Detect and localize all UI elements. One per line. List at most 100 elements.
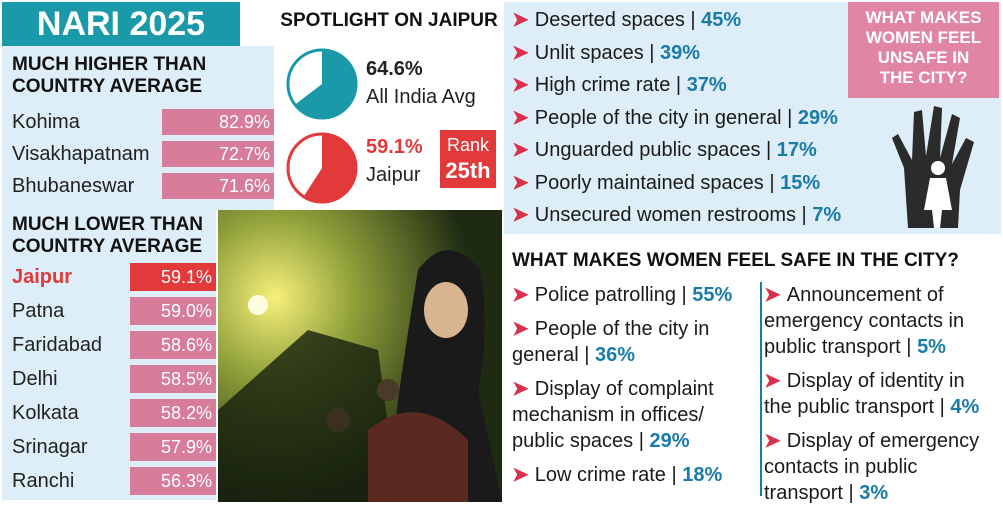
city-name: Visakhapatnam	[12, 143, 150, 165]
unsafe-reason-item: ➤ Deserted spaces | 45%	[512, 6, 741, 34]
all-india-pie-slice	[295, 50, 356, 118]
safe-item-pct: 55%	[692, 284, 733, 306]
city-value-bar: 57.9%	[130, 433, 216, 461]
safe-panel	[504, 236, 1001, 500]
arrow-icon: ➤	[512, 9, 529, 31]
safe-item: ➤ Police patrolling | 55%	[512, 282, 756, 308]
city-row: Visakhapatnam 72.7%	[2, 138, 274, 170]
jaipur-pie-slice	[303, 134, 357, 202]
higher-than-average-panel: MUCH HIGHER THAN COUNTRY AVERAGE Kohima 8…	[2, 46, 274, 210]
safe-item-text: public spaces |	[512, 430, 644, 452]
column-divider	[760, 282, 762, 496]
all-india-pie	[286, 48, 358, 120]
unsafe-question-line3: UNSAFE IN	[877, 48, 970, 67]
safe-item-line: mechanism in offices/	[512, 402, 756, 428]
safe-item-text: Display of emergency	[786, 430, 980, 452]
higher-heading: MUCH HIGHER THAN COUNTRY AVERAGE	[12, 54, 206, 98]
city-row: Kolkata 58.2%	[2, 396, 216, 430]
safe-item: ➤ Display of identity in the public transp…	[764, 368, 1000, 420]
unsafe-reason-text: Unsecured women restrooms |	[534, 204, 807, 226]
city-name: Faridabad	[12, 334, 103, 356]
city-name: Jaipur	[12, 266, 73, 288]
unsafe-reason-item: ➤ Poorly maintained spaces | 15%	[512, 169, 820, 197]
unsafe-reason-item: ➤ People of the city in general | 29%	[512, 104, 838, 132]
safe-title: WHAT MAKES WOMEN FEEL SAFE IN THE CITY?	[512, 250, 959, 271]
lower-heading: MUCH LOWER THAN COUNTRY AVERAGE	[12, 214, 203, 258]
unsafe-reason-item: ➤ Unlit spaces | 39%	[512, 39, 700, 67]
city-value-bar: 82.9%	[162, 109, 274, 135]
unsafe-question-box: WHAT MAKES WOMEN FEEL UNSAFE IN THE CITY…	[848, 2, 999, 98]
city-value-bar: 58.6%	[130, 331, 216, 359]
unsafe-question-line4: THE CITY?	[879, 68, 968, 87]
lower-heading-line2: COUNTRY AVERAGE	[12, 236, 203, 257]
city-row: Srinagar 57.9%	[2, 430, 216, 464]
safe-item-line: public transport | 5%	[764, 334, 1000, 360]
city-row: Bhubaneswar 71.6%	[2, 170, 274, 202]
unsafe-reason-pct: 15%	[780, 171, 821, 194]
city-row: Patna 59.0%	[2, 294, 216, 328]
safe-item-line: contacts in public	[764, 454, 1000, 480]
city-value-bar: 71.6%	[162, 173, 274, 199]
arrow-icon: ➤	[512, 464, 529, 486]
safe-item-text: the public transport |	[764, 396, 945, 418]
safe-item-text: Low crime rate |	[534, 464, 677, 486]
city-row: Delhi 58.5%	[2, 362, 216, 396]
city-name: Patna	[12, 300, 65, 322]
safe-item-text: public transport |	[764, 336, 912, 358]
safe-item-text: Announcement of	[786, 284, 944, 306]
safe-item-line: general | 36%	[512, 342, 756, 368]
rank-badge: Rank 25th	[440, 130, 496, 188]
city-name: Ranchi	[12, 470, 75, 492]
safe-item-text: mechanism in offices/	[512, 404, 704, 426]
safe-item-line: transport | 3%	[764, 480, 1000, 506]
safe-item-text: Display of complaint	[534, 378, 714, 400]
city-name: Kolkata	[12, 402, 79, 424]
higher-heading-line2: COUNTRY AVERAGE	[12, 76, 203, 97]
arrow-icon: ➤	[512, 378, 529, 400]
city-row: Jaipur 59.1%	[2, 260, 216, 294]
safe-item-line: ➤ Display of complaint	[512, 376, 756, 402]
city-value-bar: 72.7%	[162, 141, 274, 167]
safe-item-text: Display of identity in	[786, 370, 965, 392]
unsafe-reason-pct: 7%	[812, 204, 842, 226]
safe-item-pct: 29%	[649, 430, 690, 452]
city-value-bar: 59.1%	[130, 263, 216, 291]
arrow-icon: ➤	[512, 41, 529, 64]
illustration-drawing	[218, 210, 502, 502]
safe-item-line: ➤ Police patrolling | 55%	[512, 282, 756, 308]
illustration-image	[218, 210, 502, 502]
safe-item-text: general |	[512, 344, 590, 366]
all-india-value: 64.6%	[366, 58, 423, 80]
lower-heading-line1: MUCH LOWER THAN	[12, 214, 204, 235]
safe-item-text: transport |	[764, 482, 854, 504]
arrow-icon: ➤	[512, 171, 529, 194]
jaipur-pie	[286, 132, 358, 204]
safe-item-pct: 18%	[682, 464, 723, 486]
safe-item-text: contacts in public	[764, 456, 918, 478]
safe-item-line: ➤ Announcement of	[764, 282, 1000, 308]
unsafe-reason-text: Deserted spaces |	[534, 9, 696, 31]
spotlight-title: SPOTLIGHT ON JAIPUR	[280, 10, 498, 31]
safe-item-line: ➤ Display of identity in	[764, 368, 1000, 394]
city-row: Ranchi 56.3%	[2, 464, 216, 498]
arrow-icon: ➤	[764, 370, 781, 392]
arrow-icon: ➤	[764, 430, 781, 452]
safe-left-list: ➤ Police patrolling | 55% ➤ People of the c…	[512, 282, 756, 496]
rank-value: 25th	[445, 158, 491, 183]
unsafe-reason-text: People of the city in general |	[534, 106, 793, 129]
safe-item-pct: 3%	[859, 482, 889, 504]
safe-item-text: Police patrolling |	[534, 284, 687, 306]
city-name: Kohima	[12, 111, 80, 133]
unsafe-reason-pct: 29%	[797, 106, 838, 129]
city-value-bar: 58.5%	[130, 365, 216, 393]
safe-item-pct: 36%	[595, 344, 636, 366]
city-value-bar: 59.0%	[130, 297, 216, 325]
arrow-icon: ➤	[512, 204, 529, 226]
city-row: Faridabad 58.6%	[2, 328, 216, 362]
unsafe-reason-item: ➤ High crime rate | 37%	[512, 71, 727, 99]
rank-label: Rank	[446, 135, 490, 155]
safe-item: ➤ Display of complaint mechanism in office…	[512, 376, 756, 454]
unsafe-reason-pct: 17%	[776, 139, 817, 161]
safe-right-list: ➤ Announcement of emergency contacts in pub…	[764, 282, 1000, 514]
unsafe-reason-text: Unlit spaces |	[534, 41, 655, 64]
